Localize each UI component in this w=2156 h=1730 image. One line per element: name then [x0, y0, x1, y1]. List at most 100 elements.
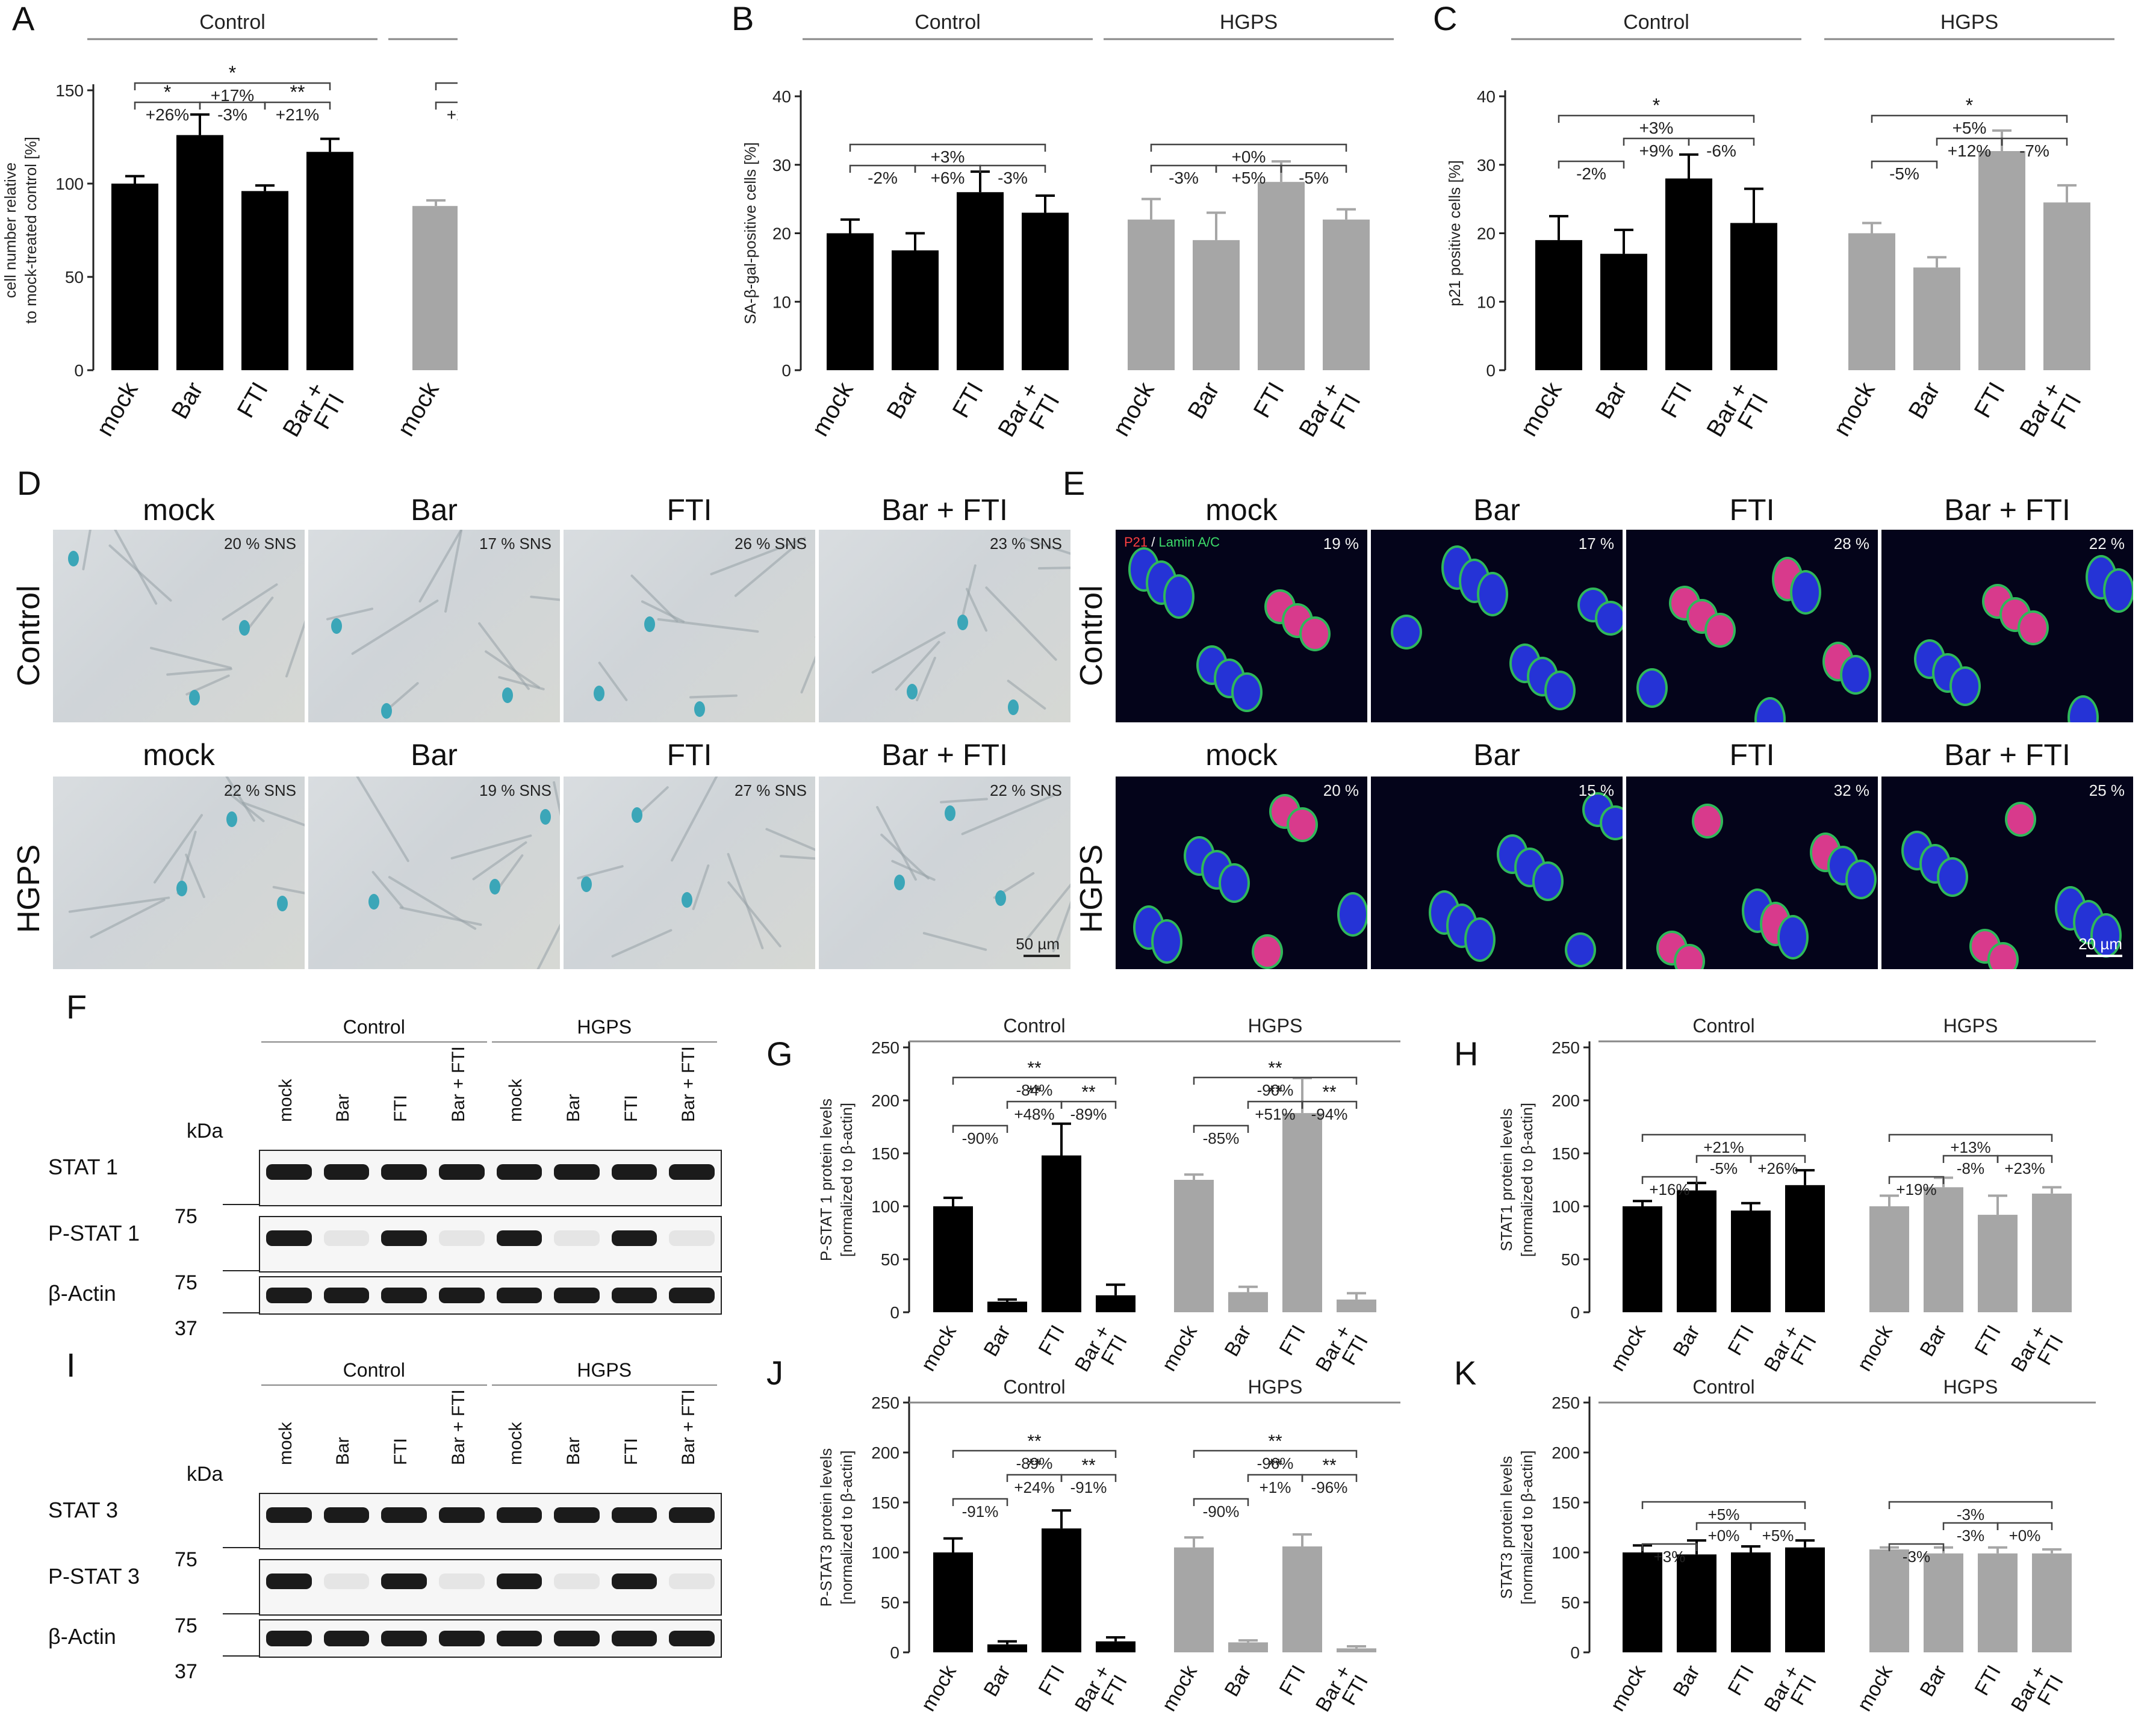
significance-bracket: [1888, 1543, 1945, 1551]
micrograph-image: 15 %: [1371, 777, 1623, 969]
micrograph-title: Bar + FTI: [881, 493, 1008, 527]
micrograph-image: 20 %: [1116, 777, 1367, 969]
nucleus-cell: [1464, 917, 1496, 962]
annotation-label: -5%: [1710, 1159, 1738, 1177]
significance-bracket: [952, 1498, 1008, 1506]
fibroblast-cell: [689, 694, 738, 699]
protein-band: [266, 1164, 312, 1180]
fibroblast-cell: [871, 630, 946, 674]
blot-lane-label: FTI: [391, 1438, 411, 1465]
panel-label-d: D: [17, 464, 42, 502]
panel-label: G: [766, 1035, 793, 1073]
stained-cell: [1007, 699, 1019, 715]
fibroblast-cell: [350, 599, 439, 656]
percent-label: 27 % SNS: [735, 781, 807, 799]
percent-label: 20 %: [1323, 781, 1359, 799]
kda-label: kDa: [187, 1463, 223, 1486]
annotation-label: +5%: [1953, 119, 1987, 137]
bar: [111, 184, 158, 370]
micrograph-image: 17 %: [1371, 530, 1623, 722]
y-axis-label: [normalized to β-actin]: [837, 1103, 856, 1257]
nucleus-cell: [1532, 861, 1564, 901]
nucleus-cell: [1845, 859, 1877, 899]
panel-label-f: F: [66, 988, 87, 1026]
y-tick-label: 150: [871, 1493, 899, 1512]
annotation-label: -3%: [217, 105, 247, 124]
stained-cell: [239, 620, 250, 636]
y-tick-label: 100: [1552, 1197, 1580, 1216]
category-label: FTI: [948, 378, 989, 423]
category-label: mock: [92, 377, 143, 441]
bar: [933, 1552, 973, 1652]
significance-bracket: [1888, 1176, 1945, 1184]
marker-label: 75: [175, 1548, 197, 1571]
category-label: FTI: [1969, 378, 2010, 423]
micrograph-title: Bar + FTI: [881, 738, 1008, 772]
significance-bracket: [1888, 1501, 2053, 1509]
bar: [1677, 1190, 1716, 1312]
significance-bracket: [1996, 1522, 2053, 1530]
category-label: FTI: [1034, 1661, 1069, 1699]
blot-group-label: Control: [343, 1359, 405, 1381]
micrograph-image: 26 % SNS: [564, 530, 815, 722]
fibroblast-cell: [166, 667, 233, 676]
category-label: mock: [1853, 1661, 1897, 1715]
y-axis-label: [normalized to β-actin]: [837, 1450, 856, 1604]
micrograph-image: 25 % 20 µm: [1881, 777, 2133, 969]
y-tick-label: 200: [871, 1091, 899, 1110]
annotation-label: -89%: [1016, 1454, 1053, 1472]
micrograph-title: Bar: [1473, 493, 1520, 527]
blot-lane-label: FTI: [621, 1095, 641, 1122]
y-tick-label: 200: [1552, 1091, 1580, 1110]
blot-strip: [259, 1493, 722, 1549]
bar: [1913, 267, 1960, 370]
blot-strip: [259, 1150, 722, 1206]
micrograph-title: Bar: [411, 738, 458, 772]
group-title: HGPS: [1248, 1376, 1303, 1398]
significance-bracket: [1558, 160, 1625, 169]
micrograph-title: FTI: [666, 493, 712, 527]
blot-group-label: HGPS: [577, 1016, 632, 1038]
marker-tick: [223, 1655, 259, 1657]
bar: [987, 1301, 1027, 1312]
annotation-label: +0%: [1708, 1527, 1740, 1545]
annotation-label: -91%: [962, 1502, 999, 1521]
group-title: Control: [1692, 1015, 1754, 1037]
fibroblast-cell: [184, 853, 206, 899]
protein-band: [611, 1573, 657, 1589]
blot-row-label: β-Actin: [48, 1624, 116, 1649]
blot-strip: [259, 1559, 722, 1616]
scale-bar: [2086, 955, 2122, 957]
category-label: Bar: [167, 378, 208, 424]
nucleus-cell: [1151, 919, 1182, 964]
protein-band: [669, 1573, 715, 1589]
group-title: HGPS: [1943, 1015, 1998, 1037]
micrograph-title: FTI: [1729, 738, 1775, 772]
protein-band: [669, 1164, 715, 1180]
annotation-label: +12%: [1948, 141, 1991, 160]
y-tick-label: 0: [1570, 1643, 1580, 1662]
significance-stars: *: [164, 81, 171, 103]
significance-bracket: [1750, 1522, 1806, 1530]
panel-label-i: I: [66, 1346, 76, 1384]
category-label: Bar +FTI: [1760, 1661, 1821, 1725]
blot-lane-label: Bar: [333, 1094, 353, 1122]
fibroblast-cell: [984, 586, 1058, 662]
significance-stars: **: [1268, 1456, 1282, 1475]
annotation-label: +0%: [1232, 147, 1266, 166]
stained-cell: [894, 875, 906, 891]
annotation-label: -91%: [1070, 1478, 1107, 1496]
significance-bracket: [1060, 1100, 1117, 1109]
micrograph-image: 27 % SNS: [564, 777, 815, 969]
significance-bracket: [1888, 1133, 2053, 1142]
y-tick-label: 50: [881, 1250, 899, 1269]
stained-cell: [581, 876, 592, 893]
category-label: Bar: [882, 378, 924, 424]
y-tick-label: 250: [1552, 1394, 1580, 1412]
fibroblast-cell: [534, 915, 560, 969]
bar: [1869, 1549, 1909, 1652]
protein-band: [669, 1507, 715, 1523]
chart-panel-h: H 0 50 100 150 200 250 STAT1 protein levels [nor…: [1454, 1015, 2096, 1375]
annotation-label: +3%: [1639, 119, 1674, 137]
